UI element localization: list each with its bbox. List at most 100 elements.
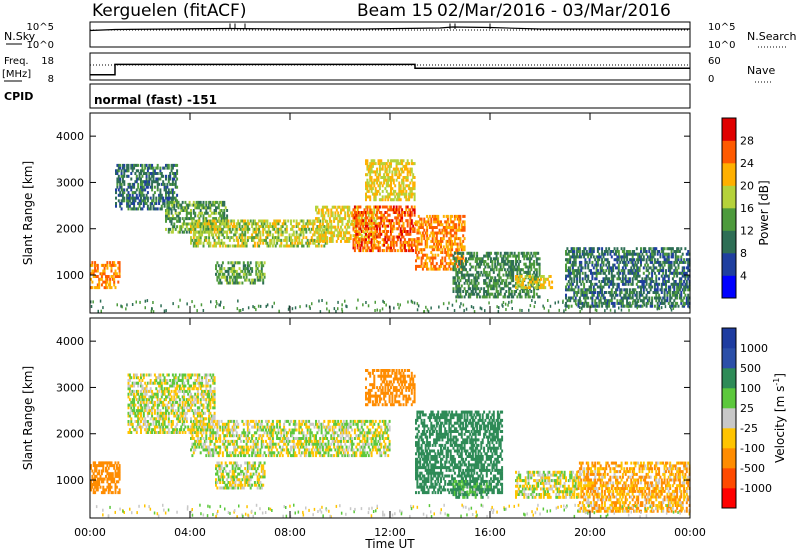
heatmap-cell [190,209,192,212]
heatmap-cell [606,260,609,264]
heatmap-cell [441,239,444,243]
heatmap-cell [581,291,584,294]
heatmap-cell [615,291,617,294]
heatmap-cell [587,252,590,256]
heatmap-cell [410,227,413,231]
heatmap-cell [95,269,98,273]
heatmap-cell [517,268,520,272]
heatmap-cell [583,255,586,259]
heatmap-cell [452,242,455,246]
heatmap-cell [219,219,222,223]
heatmap-cell [620,258,623,262]
heatmap-cell [378,235,381,239]
heatmap-cell [224,225,227,228]
heatmap-cell [674,258,677,262]
heatmap-cell [138,177,141,181]
heatmap-cell [344,231,347,235]
heatmap-cell [430,256,433,260]
heatmap-cell [195,238,198,242]
heatmap-cell [440,245,442,249]
heatmap-cell [638,293,641,297]
heatmap-cell [153,169,156,173]
heatmap-cell [537,281,540,285]
heatmap-cell [208,241,211,245]
heatmap-cell [326,307,328,311]
heatmap-cell [656,269,659,273]
heatmap-cell [594,277,597,281]
heatmap-cell [441,248,444,252]
heatmap-cell [134,199,137,203]
heatmap-cell [109,277,112,281]
heatmap-cell [219,241,222,245]
heatmap-cell [401,167,404,171]
heatmap-cell [594,308,597,312]
heatmap-cell [652,266,655,270]
heatmap-cell [444,264,447,268]
heatmap-cell [113,283,116,287]
heatmap-cell [421,226,424,229]
heatmap-cell [121,199,124,203]
heatmap-cell [273,222,276,226]
heatmap-cell [687,250,690,253]
heatmap-cell [244,264,247,268]
heatmap-cell [399,189,402,193]
heatmap-cell [617,250,620,253]
heatmap-cell [174,182,177,186]
heatmap-cell [96,263,99,267]
heatmap-cell [527,268,530,272]
heatmap-cell [321,214,324,218]
heatmap-cell [212,200,215,204]
heatmap-cell [213,225,216,228]
heatmap-cell [645,260,648,264]
heatmap-cell [346,231,349,235]
heatmap-cell [635,252,638,256]
heatmap-cell [680,285,683,289]
heatmap-cell [344,239,347,243]
heatmap-cell [260,267,263,271]
heatmap-cell [373,211,376,215]
heatmap-cell [504,302,507,306]
heatmap-cell [677,271,680,275]
heatmap-cell [558,308,560,312]
heatmap-cell [253,230,256,234]
heatmap-cell [510,270,513,274]
heatmap-cell [677,266,680,270]
heatmap-cell [410,170,413,174]
heatmap-cell [369,232,372,236]
heatmap-cell [123,172,126,175]
heatmap-cell [617,277,620,281]
heatmap-cell [406,211,409,214]
heatmap-cell [156,207,159,211]
heatmap-cell [503,292,506,296]
heatmap-cell [538,262,541,266]
heatmap-cell [445,262,448,266]
heatmap-cell [158,196,161,200]
heatmap-cell [302,222,305,226]
heatmap-cell [630,304,633,308]
heatmap-cell [165,188,167,192]
heatmap-cell [412,162,415,166]
heatmap-cell [428,234,431,238]
heatmap-cell [637,271,640,275]
heatmap-cell [408,238,411,242]
heatmap-cell [541,286,544,290]
heatmap-cell [503,251,506,255]
heatmap-cell [97,309,99,313]
heatmap-cell [370,208,373,212]
heatmap-cell [648,285,651,289]
heatmap-cell [488,292,491,296]
heatmap-cell [146,196,149,200]
heatmap-cell [658,269,661,273]
heatmap-cell [251,269,254,273]
heatmap-cell [615,266,617,270]
heatmap-cell [585,304,588,308]
heatmap-cell [324,234,327,238]
heatmap-cell [202,217,205,221]
heatmap-cell [684,288,687,292]
heatmap-cell [174,163,177,167]
heatmap-cell [621,269,624,273]
heatmap-cell [538,295,541,299]
heatmap-cell [437,223,440,227]
heatmap-cell [170,163,173,167]
heatmap-cell [583,291,586,294]
